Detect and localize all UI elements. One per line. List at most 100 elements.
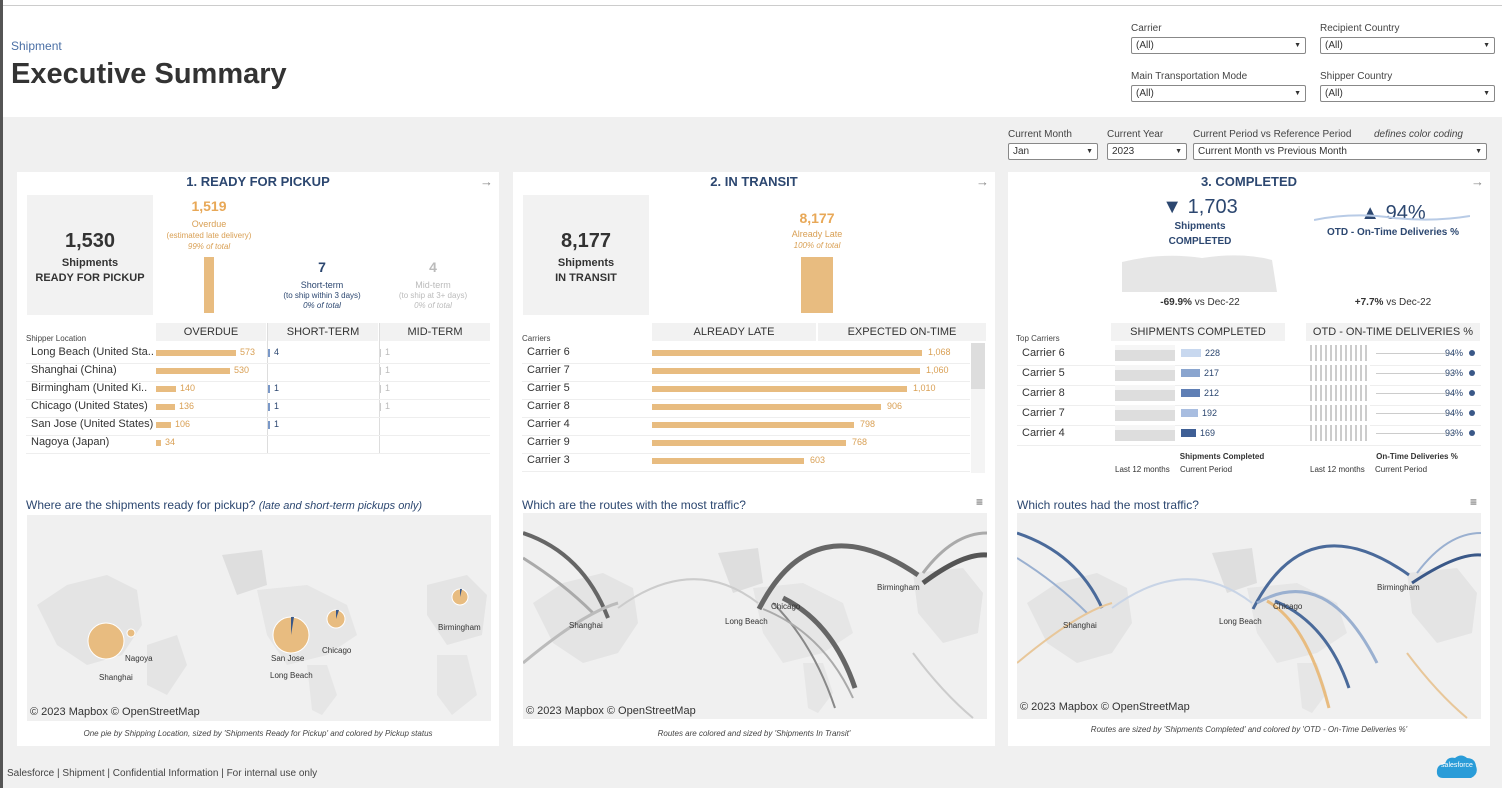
already-late-bar[interactable] [652, 386, 907, 392]
overdue-bar[interactable] [156, 440, 161, 446]
otd-dot[interactable] [1469, 390, 1475, 396]
row-label[interactable]: Carrier 9 [527, 436, 570, 448]
row-label[interactable]: Carrier 5 [1022, 367, 1065, 379]
ship-bar[interactable] [1181, 409, 1198, 417]
arrow-right-icon[interactable]: → [480, 174, 493, 189]
triangle-down-icon: ▼ [1162, 196, 1183, 218]
already-late-value: 1,068 [928, 347, 951, 357]
breadcrumb[interactable]: Shipment [11, 39, 62, 53]
short-term-bar[interactable] [268, 403, 270, 411]
pickup-map[interactable]: Nagoya Shanghai San Jose Long Beach Chic… [27, 515, 491, 721]
mid-term-bar[interactable] [380, 349, 381, 357]
recipient-country-select[interactable]: (All) ▼ [1320, 37, 1495, 54]
last12-label: Last 12 months [1115, 465, 1170, 474]
short-term-bar[interactable] [268, 385, 270, 393]
col-already-late[interactable]: ALREADY LATE [652, 323, 816, 341]
arrow-right-icon[interactable]: → [1471, 174, 1484, 189]
otd-track [1376, 353, 1456, 354]
chevron-down-icon: ▼ [1175, 148, 1182, 155]
col-shipments-completed[interactable]: SHIPMENTS COMPLETED [1111, 323, 1285, 341]
left-border [0, 0, 3, 788]
ship-bar[interactable] [1181, 369, 1200, 377]
otd-dot[interactable] [1469, 350, 1475, 356]
row-divider [522, 381, 970, 382]
period-select[interactable]: Current Month vs Previous Month ▼ [1193, 143, 1487, 160]
already-late-bar[interactable] [652, 422, 854, 428]
carrier-select[interactable]: (All) ▼ [1131, 37, 1306, 54]
map-copyright[interactable]: © 2023 Mapbox © OpenStreetMap [1020, 701, 1190, 713]
overdue-bar[interactable] [156, 368, 230, 374]
transit-map[interactable]: Shanghai Long Beach Chicago Birmingham ©… [523, 513, 987, 719]
completed-map[interactable]: Shanghai Long Beach Chicago Birmingham ©… [1017, 513, 1481, 719]
ship-foot-label: Shipments Completed [1179, 452, 1265, 461]
row-label[interactable]: Carrier 8 [527, 400, 570, 412]
row-label[interactable]: Shanghai (China) [31, 364, 117, 376]
table-scrollbar[interactable] [971, 343, 985, 473]
otd-dot[interactable] [1469, 410, 1475, 416]
city-label: Birmingham [438, 623, 481, 632]
otd-value: 94% [1445, 388, 1464, 398]
menu-icon[interactable]: ≡ [976, 495, 984, 509]
color-coding-note: defines color coding [1374, 129, 1463, 140]
row-divider [1017, 385, 1481, 386]
arrow-right-icon[interactable]: → [976, 174, 989, 189]
period-filter: Current Period vs Reference Period Curre… [1193, 129, 1487, 160]
map-copyright[interactable]: © 2023 Mapbox © OpenStreetMap [526, 705, 696, 717]
shipper-country-select[interactable]: (All) ▼ [1320, 85, 1495, 102]
row-label[interactable]: Carrier 6 [527, 346, 570, 358]
short-term-bar[interactable] [268, 421, 270, 429]
already-late-value: 906 [887, 401, 903, 411]
row-label[interactable]: Carrier 3 [527, 454, 570, 466]
top-carriers-header: Top Carriers [1016, 334, 1060, 343]
already-late-bar[interactable] [652, 404, 881, 410]
ship-bar[interactable] [1181, 429, 1196, 437]
mid-term-bar[interactable] [380, 385, 381, 393]
overdue-bar[interactable] [156, 422, 171, 428]
overdue-bar[interactable] [156, 350, 236, 356]
ship-bar[interactable] [1181, 349, 1201, 357]
year-select[interactable]: 2023 ▼ [1107, 143, 1187, 160]
already-late-bar[interactable] [652, 368, 920, 374]
row-label[interactable]: Nagoya (Japan) [31, 436, 110, 448]
already-late-value: 768 [852, 437, 868, 447]
col-overdue[interactable]: OVERDUE [156, 323, 266, 341]
row-label[interactable]: San Jose (United States) [31, 418, 154, 430]
otd-dot[interactable] [1469, 430, 1475, 436]
row-label[interactable]: Carrier 6 [1022, 347, 1065, 359]
row-label[interactable]: Long Beach (United Sta.. [31, 346, 154, 358]
transport-mode-select[interactable]: (All) ▼ [1131, 85, 1306, 102]
row-label[interactable]: Birmingham (United Ki.. [31, 382, 148, 394]
row-label[interactable]: Carrier 7 [527, 364, 570, 376]
divider [379, 323, 380, 453]
row-label[interactable]: Carrier 4 [1022, 427, 1065, 439]
top-tab-strip [0, 0, 1502, 6]
mid-term-bar[interactable] [380, 367, 381, 375]
otd-sparkline [1310, 385, 1370, 401]
completed-title: 3. COMPLETED [1200, 174, 1298, 189]
menu-icon[interactable]: ≡ [1470, 495, 1478, 509]
row-label[interactable]: Carrier 5 [527, 382, 570, 394]
month-select[interactable]: Jan ▼ [1008, 143, 1098, 160]
col-otd[interactable]: OTD - ON-TIME DELIVERIES % [1306, 323, 1480, 341]
col-short-term[interactable]: SHORT-TERM [268, 323, 378, 341]
already-late-value: 798 [860, 419, 876, 429]
ship-value: 169 [1200, 428, 1216, 438]
overdue-bar[interactable] [156, 386, 176, 392]
short-term-bar[interactable] [268, 349, 270, 357]
overdue-bar[interactable] [156, 404, 175, 410]
already-late-bar[interactable] [652, 440, 846, 446]
row-label[interactable]: Carrier 4 [527, 418, 570, 430]
otd-dot[interactable] [1469, 370, 1475, 376]
map-copyright[interactable]: © 2023 Mapbox © OpenStreetMap [30, 706, 200, 718]
row-label[interactable]: Carrier 8 [1022, 387, 1065, 399]
col-expected-on-time[interactable]: EXPECTED ON-TIME [818, 323, 986, 341]
scrollbar-thumb[interactable] [971, 343, 985, 389]
mid-term-bar[interactable] [380, 403, 381, 411]
already-late-bar[interactable] [652, 458, 804, 464]
col-mid-term[interactable]: MID-TERM [380, 323, 490, 341]
row-label[interactable]: Chicago (United States) [31, 400, 148, 412]
ship-bar[interactable] [1181, 389, 1200, 397]
row-label[interactable]: Carrier 7 [1022, 407, 1065, 419]
ship-value: 217 [1204, 368, 1220, 378]
already-late-bar[interactable] [652, 350, 922, 356]
